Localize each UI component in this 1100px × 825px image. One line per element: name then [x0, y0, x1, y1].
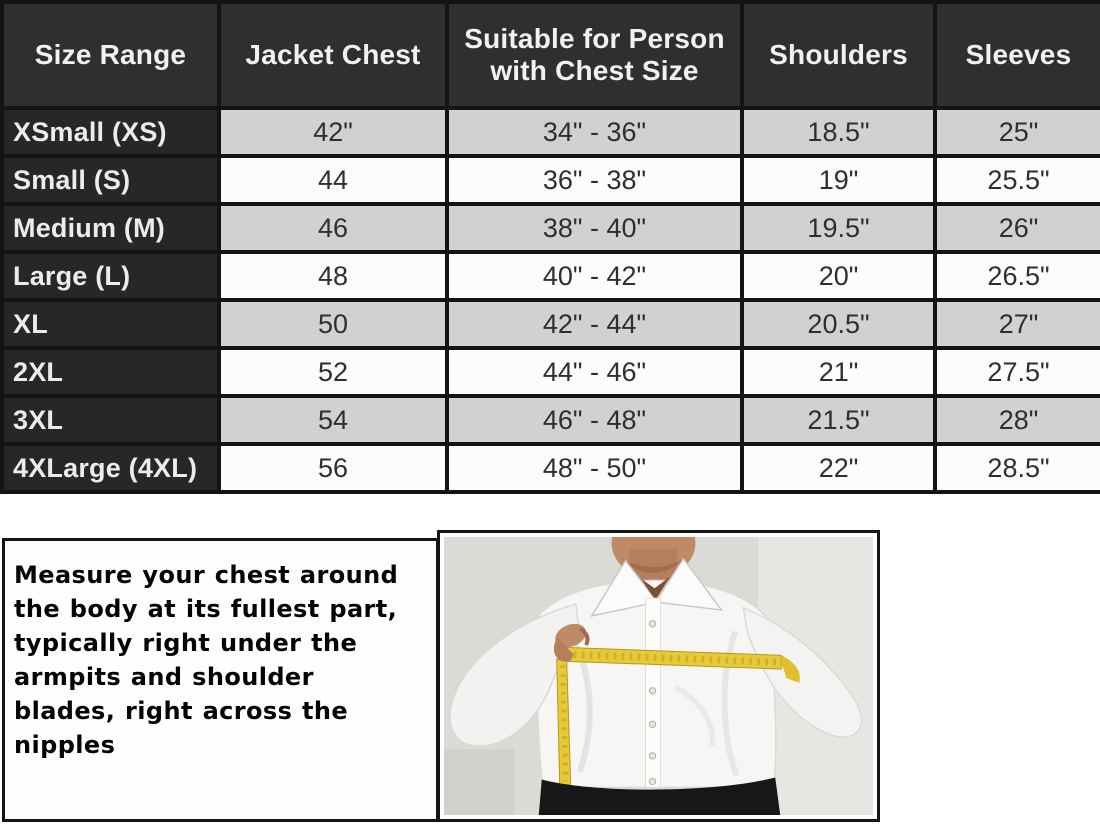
- shoulders-cell: 21": [740, 346, 937, 398]
- tape-measure-icon: [556, 646, 800, 786]
- jacket-chest-cell: 50: [217, 298, 449, 350]
- sleeves-cell: 28.5": [933, 442, 1100, 494]
- measurement-note-text: Measure your chest around the body at it…: [14, 561, 399, 759]
- jacket-chest-cell: 42": [217, 106, 449, 158]
- col-header-chest-size: Suitable for Person with Chest Size: [445, 0, 744, 110]
- col-header-sleeves: Sleeves: [933, 0, 1100, 110]
- table-row: 3XL 54 46" - 48" 21.5" 28": [0, 394, 1100, 446]
- jacket-chest-cell: 52: [217, 346, 449, 398]
- header-row: Size Range Jacket Chest Suitable for Per…: [0, 0, 1100, 110]
- size-label-cell: XL: [0, 298, 221, 350]
- jacket-chest-cell: 44: [217, 154, 449, 206]
- chest-size-cell: 36" - 38": [445, 154, 744, 206]
- trousers: [538, 777, 781, 815]
- sleeves-cell: 27": [933, 298, 1100, 350]
- chest-size-cell: 44" - 46": [445, 346, 744, 398]
- sleeves-cell: 27.5": [933, 346, 1100, 398]
- table-row: Small (S) 44 36" - 38" 19" 25.5": [0, 154, 1100, 206]
- measurement-note-box: Measure your chest around the body at it…: [2, 538, 439, 822]
- chest-size-cell: 34" - 36": [445, 106, 744, 158]
- sleeves-cell: 26": [933, 202, 1100, 254]
- sleeves-cell: 25.5": [933, 154, 1100, 206]
- table-row: 4XLarge (4XL) 56 48" - 50" 22" 28.5": [0, 442, 1100, 494]
- size-label-cell: 4XLarge (4XL): [0, 442, 221, 494]
- man-hand: [553, 623, 590, 662]
- chest-size-cell: 48" - 50": [445, 442, 744, 494]
- size-label-cell: 3XL: [0, 394, 221, 446]
- chest-size-cell: 46" - 48": [445, 394, 744, 446]
- shoulders-cell: 20": [740, 250, 937, 302]
- shoulders-cell: 19.5": [740, 202, 937, 254]
- sleeves-cell: 26.5": [933, 250, 1100, 302]
- shoulders-cell: 18.5": [740, 106, 937, 158]
- shoulders-cell: 22": [740, 442, 937, 494]
- table-row: XL 50 42" - 44" 20.5" 27": [0, 298, 1100, 350]
- chest-size-cell: 38" - 40": [445, 202, 744, 254]
- sleeves-cell: 25": [933, 106, 1100, 158]
- man-measuring-chest-illustration: [444, 537, 873, 815]
- chest-size-cell: 40" - 42": [445, 250, 744, 302]
- col-header-jacket-chest: Jacket Chest: [217, 0, 449, 110]
- table-row: 2XL 52 44" - 46" 21" 27.5": [0, 346, 1100, 398]
- chest-measure-photo: [437, 530, 880, 822]
- col-header-size-range: Size Range: [0, 0, 221, 110]
- size-chart-table: Size Range Jacket Chest Suitable for Per…: [0, 0, 1100, 494]
- right-arm-sleeve: [742, 606, 863, 738]
- table-row: Large (L) 48 40" - 42" 20" 26.5": [0, 250, 1100, 302]
- table-row: Medium (M) 46 38" - 40" 19.5" 26": [0, 202, 1100, 254]
- shoulders-cell: 20.5": [740, 298, 937, 350]
- shoulders-cell: 21.5": [740, 394, 937, 446]
- size-label-cell: XSmall (XS): [0, 106, 221, 158]
- size-label-cell: Small (S): [0, 154, 221, 206]
- jacket-chest-cell: 54: [217, 394, 449, 446]
- sleeves-cell: 28": [933, 394, 1100, 446]
- size-label-cell: Large (L): [0, 250, 221, 302]
- jacket-chest-cell: 46: [217, 202, 449, 254]
- jacket-chest-cell: 56: [217, 442, 449, 494]
- jacket-chest-cell: 48: [217, 250, 449, 302]
- size-label-cell: Medium (M): [0, 202, 221, 254]
- left-arm-sleeve: [449, 603, 581, 747]
- col-header-shoulders: Shoulders: [740, 0, 937, 110]
- table-row: XSmall (XS) 42" 34" - 36" 18.5" 25": [0, 106, 1100, 158]
- size-label-cell: 2XL: [0, 346, 221, 398]
- chest-size-cell: 42" - 44": [445, 298, 744, 350]
- shoulders-cell: 19": [740, 154, 937, 206]
